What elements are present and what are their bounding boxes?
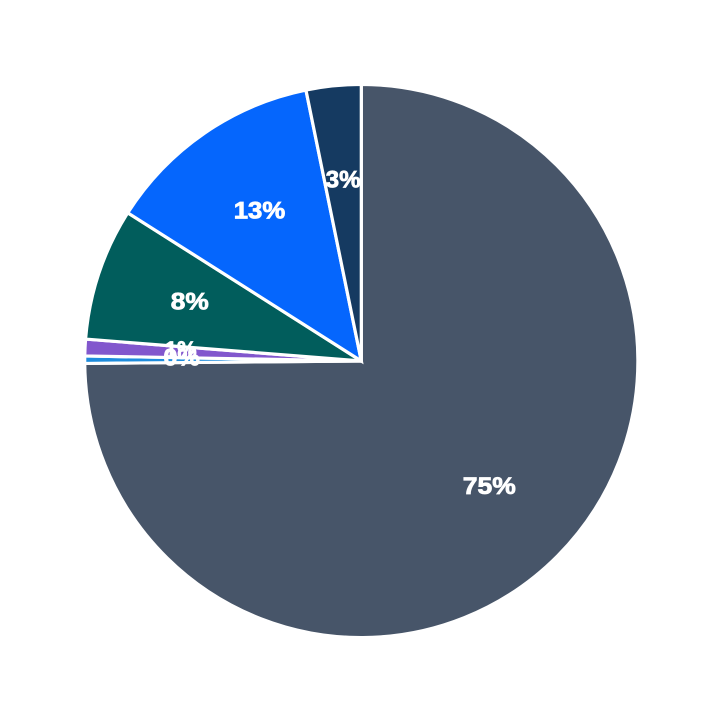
svg-text:13%: 13% xyxy=(234,198,286,225)
svg-text:75%: 75% xyxy=(463,473,516,500)
svg-text:8%: 8% xyxy=(171,289,209,316)
svg-text:1%: 1% xyxy=(165,337,197,364)
svg-text:0%: 0% xyxy=(163,345,200,372)
svg-text:3%: 3% xyxy=(326,166,361,193)
